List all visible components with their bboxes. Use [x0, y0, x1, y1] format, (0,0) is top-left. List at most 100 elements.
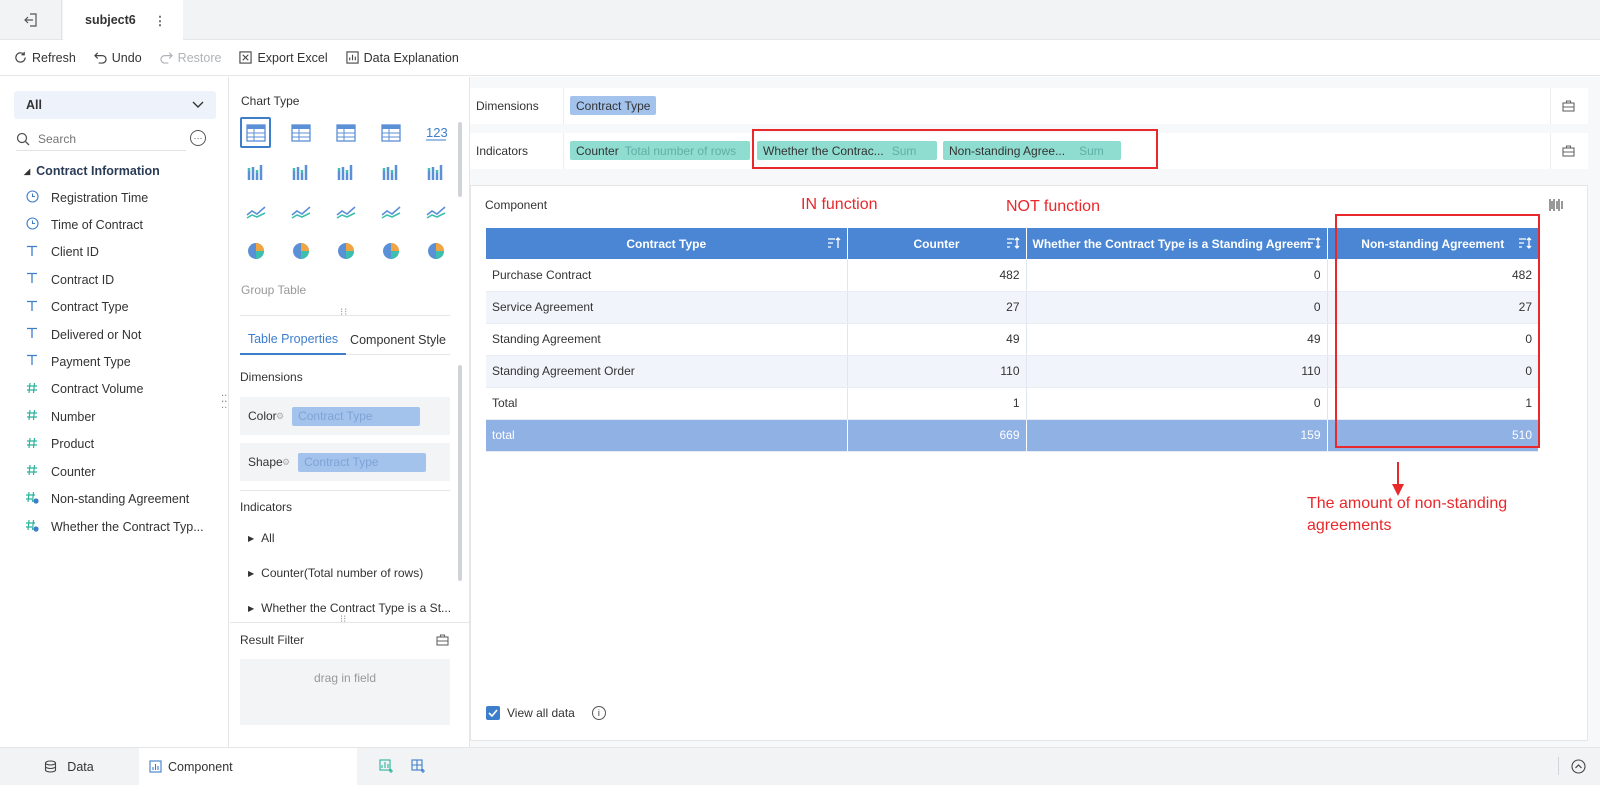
area-chart-icon[interactable] [375, 196, 406, 227]
caret-right-icon[interactable]: ▶ [248, 568, 255, 578]
collapse-up-icon[interactable] [1571, 759, 1586, 774]
table-total-row[interactable]: total 669 159 510 [486, 419, 1538, 452]
panel-resize-handle-icon[interactable]: ⁚⁚ ⁚⁚ [221, 394, 228, 411]
indicator-chip-counter[interactable]: Counter Total number of rows [570, 141, 750, 160]
field-item[interactable]: Payment Type [24, 354, 131, 369]
field-item[interactable]: Registration Time [24, 190, 148, 206]
sunburst-chart-icon[interactable] [330, 236, 361, 267]
field-item[interactable]: Number [24, 409, 95, 424]
multi-line-icon[interactable] [240, 196, 271, 227]
bubble-chart-icon[interactable] [420, 236, 451, 267]
resize-handle-icon[interactable]: ⁝⁝ [340, 307, 349, 318]
indicator-chip-non-standing[interactable]: Non-standing Agree... Sum [943, 141, 1121, 160]
sort-icon[interactable] [1006, 236, 1020, 250]
caret-right-icon[interactable]: ▶ [248, 533, 255, 543]
field-filter-select[interactable]: All [14, 91, 216, 119]
result-filter-dropzone[interactable]: drag in field [240, 659, 450, 725]
info-icon[interactable]: i [591, 706, 606, 720]
horizontal-bar-icon[interactable] [375, 157, 406, 188]
properties-scrollbar[interactable] [458, 365, 462, 581]
dimension-chip-contract-type[interactable]: Contract Type [570, 96, 657, 115]
scatter-chart-icon[interactable] [375, 236, 406, 267]
sort-icon[interactable] [1307, 236, 1321, 250]
add-dashboard-icon[interactable] [411, 759, 426, 774]
field-item[interactable]: Whether the Contract Typ... [24, 519, 204, 535]
cross-table-chart-icon[interactable] [285, 117, 316, 148]
rose-chart-icon[interactable] [285, 236, 316, 267]
restore-button[interactable]: Restore [160, 51, 221, 65]
field-item[interactable]: Product [24, 437, 94, 452]
field-item[interactable]: Client ID [24, 245, 99, 260]
resize-handle-icon[interactable]: ⁝⁝ [340, 614, 347, 625]
number-card-icon[interactable]: 123 [420, 117, 451, 148]
gauge-chart-icon[interactable] [420, 196, 451, 227]
toolbox-icon[interactable] [1562, 145, 1575, 157]
gear-icon[interactable]: ⚙ [282, 456, 291, 467]
column-header-standing-agreement[interactable]: Whether the Contract Type is a Standing … [1026, 228, 1328, 259]
undo-button[interactable]: Undo [93, 51, 142, 65]
exit-button[interactable] [0, 0, 62, 40]
field-item[interactable]: Contract ID [24, 272, 114, 287]
table-chart-icon[interactable] [240, 117, 271, 148]
tab-more-icon[interactable]: ⋮ [153, 13, 167, 28]
column-header-counter[interactable]: Counter [847, 228, 1027, 259]
view-all-data-checkbox[interactable]: View all data i [486, 706, 606, 720]
tab-table-properties[interactable]: Table Properties [240, 325, 346, 355]
pivot-chart-icon[interactable] [375, 117, 406, 148]
field-search[interactable] [16, 127, 186, 151]
field-item[interactable]: Counter [24, 464, 95, 479]
field-item[interactable]: Delivered or Not [24, 327, 141, 342]
add-component-icon[interactable] [379, 759, 394, 774]
field-group-contract-information[interactable]: ◢ Contract Information [24, 164, 160, 178]
indicator-tree-item[interactable]: ▶ Counter(Total number of rows) [248, 566, 423, 580]
table-row[interactable]: Purchase Contract 482 0 482 [486, 259, 1538, 292]
chart-type-title: Chart Type [241, 94, 300, 108]
bottom-tab-component[interactable]: Component [139, 748, 357, 785]
sort-icon[interactable] [1518, 236, 1532, 250]
field-panel: All ··· ◢ Contract Information Registrat… [0, 77, 229, 747]
column-header-non-standing-agreement[interactable]: Non-standing Agreement [1327, 228, 1538, 259]
table-row[interactable]: Total 1 0 1 [486, 387, 1538, 420]
field-item[interactable]: Time of Contract [24, 217, 143, 233]
barcode-icon[interactable] [1549, 198, 1563, 212]
refresh-button[interactable]: Refresh [14, 51, 76, 65]
pie-chart-icon[interactable] [240, 236, 271, 267]
bottom-tab-data[interactable]: Data [0, 748, 138, 785]
chart-type-scrollbar[interactable] [458, 122, 462, 197]
column-header-contract-type[interactable]: Contract Type [486, 228, 848, 259]
detail-table-chart-icon[interactable] [330, 117, 361, 148]
color-field-chip[interactable]: Contract Type [292, 406, 421, 426]
indicator-tree-item[interactable]: ▶ Whether the Contract Type is a St... [248, 601, 451, 615]
tab-component-style[interactable]: Component Style [346, 325, 450, 355]
stacked-bar-icon[interactable] [285, 157, 316, 188]
field-item[interactable]: Non-standing Agreement [24, 491, 189, 507]
field-item[interactable]: Contract Volume [24, 382, 143, 397]
excel-icon [239, 51, 253, 64]
caret-right-icon[interactable]: ▶ [248, 603, 255, 613]
color-label: Color [248, 409, 277, 423]
sort-asc-icon[interactable] [827, 236, 841, 250]
more-options-icon[interactable]: ··· [190, 130, 206, 146]
scatter-line-icon[interactable] [285, 196, 316, 227]
indicator-tree-item[interactable]: ▶ All [248, 531, 275, 545]
text-type-icon [24, 245, 40, 260]
indicator-chip-standing[interactable]: Whether the Contrac... Sum [757, 141, 937, 160]
grouped-bar-icon[interactable] [240, 157, 271, 188]
toolbox-icon[interactable] [1562, 100, 1575, 112]
search-input[interactable] [38, 131, 168, 146]
export-excel-button[interactable]: Export Excel [239, 51, 328, 65]
table-row[interactable]: Service Agreement 27 0 27 [486, 291, 1538, 324]
column-chart-icon[interactable] [330, 157, 361, 188]
field-item[interactable]: Contract Type [24, 300, 129, 315]
checkbox-checked-icon[interactable] [486, 706, 500, 720]
data-explanation-button[interactable]: Data Explanation [345, 51, 459, 65]
radar-icon[interactable] [330, 196, 361, 227]
toolbox-icon[interactable] [436, 634, 449, 646]
multi-column-icon[interactable] [420, 157, 451, 188]
table-row[interactable]: Standing Agreement 49 49 0 [486, 323, 1538, 356]
tab-subject[interactable]: subject6 ⋮ [63, 0, 183, 40]
table-body: Purchase Contract 482 0 482 Service Agreemen… [486, 259, 1538, 452]
shape-field-chip[interactable]: Contract Type [298, 452, 427, 472]
gear-icon[interactable]: ⚙ [276, 410, 285, 421]
